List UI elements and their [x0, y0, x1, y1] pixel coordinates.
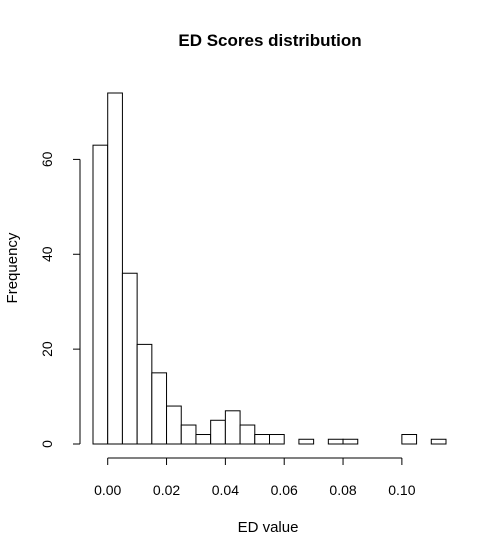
- histogram-bar: [430, 438, 447, 445]
- histogram-bar: [298, 438, 315, 445]
- y-tick-label: 40: [39, 246, 55, 262]
- y-axis-label: Frequency: [4, 232, 21, 303]
- x-tick-label: 0.02: [153, 482, 180, 498]
- histogram-bar: [121, 272, 138, 445]
- x-axis-label: ED value: [238, 519, 299, 536]
- histogram-bar: [269, 434, 285, 445]
- histogram-bar: [342, 438, 359, 445]
- histogram-bar: [210, 419, 226, 445]
- bars-group: [92, 92, 447, 445]
- histogram-bar: [92, 144, 109, 445]
- histogram-bar: [224, 410, 241, 445]
- y-axis: 0 20 40 60: [39, 151, 81, 448]
- chart-title: ED Scores distribution: [178, 31, 361, 50]
- histogram-bar: [166, 405, 182, 445]
- histogram-bar: [254, 434, 270, 445]
- histogram-bar: [327, 438, 344, 445]
- x-tick-label: 0.06: [271, 482, 298, 498]
- histogram-bar: [180, 424, 197, 445]
- x-tick-label: 0.08: [329, 482, 356, 498]
- histogram-bar: [107, 92, 123, 445]
- x-tick-label: 0.04: [212, 482, 239, 498]
- y-tick-label: 0: [39, 440, 55, 448]
- x-tick-label: 0.00: [94, 482, 121, 498]
- histogram-bar: [195, 434, 212, 445]
- y-tick-label: 60: [39, 151, 55, 167]
- histogram-bar: [136, 343, 153, 445]
- histogram-bar: [151, 372, 168, 445]
- x-tick-label: 0.10: [388, 482, 415, 498]
- y-tick-label: 20: [39, 341, 55, 357]
- x-axis: 0.00 0.02 0.04 0.06 0.08 0.10: [94, 457, 416, 498]
- histogram-bar: [401, 434, 418, 445]
- histogram-bar: [239, 424, 256, 445]
